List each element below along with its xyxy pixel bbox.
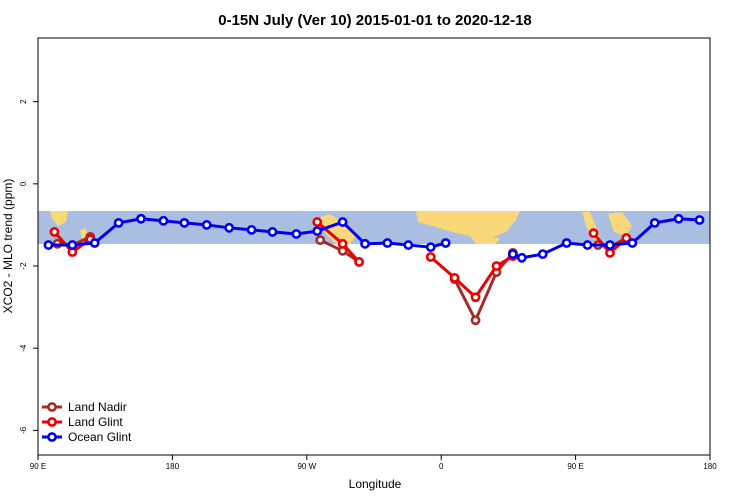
data-point	[43, 240, 54, 250]
data-point	[582, 240, 593, 250]
land	[416, 211, 520, 238]
data-point	[113, 217, 124, 228]
data-point	[491, 261, 502, 271]
data-point	[403, 240, 414, 250]
x-axis-label: Longitude	[349, 477, 402, 491]
data-point	[360, 238, 370, 249]
data-point	[694, 215, 705, 225]
data-point	[537, 249, 548, 260]
data-point	[337, 217, 348, 227]
data-point	[267, 227, 278, 237]
x-tick-label: 180	[703, 462, 717, 471]
data-point	[621, 233, 632, 243]
legend-label: Land Nadir	[68, 400, 127, 414]
x-tick-label: 0	[439, 462, 444, 471]
y-tick-label: 0	[19, 181, 28, 186]
data-point	[315, 235, 326, 246]
map-background	[38, 211, 710, 244]
data-point	[158, 215, 169, 226]
data-point	[605, 240, 615, 250]
legend-swatch-point	[47, 432, 57, 442]
land	[608, 212, 632, 236]
y-tick-label: -6	[19, 426, 28, 434]
x-tick-label: 90 E	[567, 462, 583, 471]
data-point	[516, 252, 527, 263]
chart-title: 0-15N July (Ver 10) 2015-01-01 to 2020-1…	[218, 12, 532, 29]
y-tick-label: -4	[19, 344, 28, 352]
x-tick-label: 90 W	[297, 462, 316, 471]
x-tick-label: 90 E	[30, 462, 46, 471]
data-point	[588, 228, 599, 239]
land	[318, 214, 356, 244]
data-point	[179, 217, 190, 228]
legend-swatch-point	[47, 402, 57, 412]
data-point	[470, 292, 481, 303]
data-point	[382, 238, 393, 248]
data-point	[627, 238, 638, 248]
y-tick-label: 2	[19, 99, 28, 104]
legend-swatch-point	[47, 417, 57, 427]
y-axis-label: XCO2 - MLO trend (ppm)	[1, 179, 15, 314]
data-point	[425, 242, 436, 253]
data-point	[561, 238, 572, 248]
plot-frame	[37, 37, 711, 456]
data-point	[312, 226, 323, 236]
data-point	[246, 224, 257, 235]
data-point	[136, 213, 146, 224]
data-point	[507, 249, 518, 260]
data-point	[89, 238, 100, 248]
land	[470, 236, 500, 244]
data-point	[449, 273, 460, 283]
land	[50, 211, 68, 226]
data-point	[440, 238, 451, 248]
x-tick-label: 180	[166, 462, 180, 471]
data-point	[49, 227, 60, 237]
data-point	[605, 247, 615, 258]
data-point	[201, 220, 212, 230]
data-point	[425, 252, 436, 262]
data-point	[67, 240, 78, 250]
data-point	[291, 229, 302, 239]
y-tick-label: -2	[19, 262, 28, 270]
data-point	[649, 217, 660, 228]
legend-label: Ocean Glint	[68, 430, 132, 444]
data-point	[354, 257, 364, 267]
data-point	[337, 238, 348, 249]
data-point	[673, 213, 684, 224]
data-point	[470, 315, 481, 326]
data-point	[224, 222, 235, 233]
legend-label: Land Glint	[68, 415, 123, 429]
data-point	[312, 217, 323, 227]
